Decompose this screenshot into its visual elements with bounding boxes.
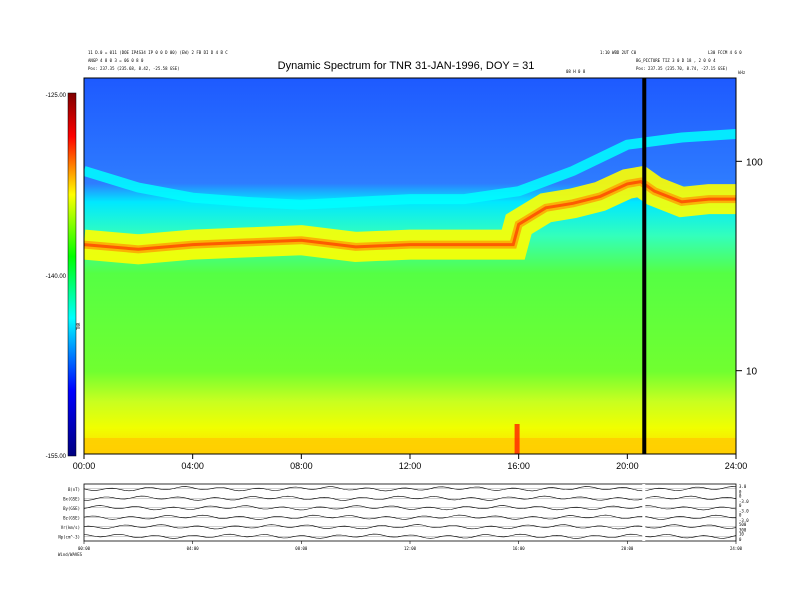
panel-label: By(GSE): [63, 506, 80, 511]
spectrogram: [84, 78, 736, 454]
y-axis-right: 100 10: [736, 157, 763, 378]
header-right-line-3: Pos: 237.35 (235.70, 8.74, -27.15 GSE): [636, 66, 728, 71]
header-right-line-1: 1:10 WBD 2UT C0: [600, 50, 637, 55]
panel-tick: -3.0: [739, 518, 749, 523]
burst-16h: [514, 424, 520, 454]
panel-tick: 0: [739, 494, 742, 499]
panel-label: Bx(GSE): [63, 496, 80, 501]
colorbar-tick-min: -155.00: [46, 454, 67, 460]
panel-tick: 300: [739, 528, 747, 533]
panel-trace: [83, 505, 737, 511]
spectrogram-features: [84, 129, 736, 454]
panel-x-label: 20:00: [621, 546, 634, 551]
panel-tick: 10: [739, 532, 744, 537]
panel-tick: 0: [739, 537, 742, 542]
upper-edge-glow: [84, 129, 736, 210]
header-right: 1:10 WBD 2UT C0 L30 FCCM 4 6 0 BG_PICTUR…: [600, 50, 742, 71]
panel-trace: [83, 495, 737, 501]
colorbar-tick-max: -125.00: [46, 93, 67, 99]
panel-tick: 0: [739, 513, 742, 518]
panel-trace: [83, 486, 737, 492]
colorbar-label: TNR: [76, 322, 81, 330]
panel-tick: 500: [739, 522, 747, 527]
x-tick-label: 04:00: [181, 461, 204, 471]
panel-x-label: 08:00: [295, 546, 308, 551]
marker-label: 08 H 0 8: [566, 69, 586, 74]
low-frequency-band: [84, 438, 736, 454]
header-left: 11 D.0 = 011 (DOE IP4S34 IP 0 0 D 00) (E…: [88, 50, 228, 71]
panel-data-gap: [642, 484, 646, 541]
x-tick-label: 24:00: [725, 461, 748, 471]
panel-x-label: 04:00: [187, 546, 200, 551]
y-tick-label: 100: [746, 157, 763, 168]
panel-trace: [83, 524, 737, 530]
colorbar-tick-mid: -140.00: [46, 274, 67, 280]
panel-frame: [83, 483, 737, 542]
y-tick-label: 10: [746, 367, 758, 378]
panel-x-label: 12:00: [404, 546, 417, 551]
x-axis: 00:00 04:00 08:00 12:00 16:00 20:00 24:00: [73, 454, 748, 471]
parameter-panels: B(nT)3.00Bx(GSE)0-3.0By(GSE)0-3.0Bz(GSE)…: [58, 483, 749, 551]
panel-tick: -3.0: [739, 499, 749, 504]
colorbar: -125.00 -140.00 -155.00 TNR: [46, 92, 81, 460]
panel-tick: 0: [739, 503, 742, 508]
header-right-line-2: BG_PICTURE TIZ 3 0 D 18 , 2 0 0 4: [636, 58, 716, 63]
header-right-extra: L30 FCCM 4 6 0: [708, 50, 742, 55]
footer-label: Wind/WAVES: [58, 552, 83, 557]
header-left-line-2: ANGP 4 8 0 3 = 06 0 8 0: [88, 58, 144, 63]
panel-tick: 3.0: [739, 484, 747, 489]
x-tick-label: 00:00: [73, 461, 96, 471]
spectrogram-background: [84, 78, 736, 454]
x-tick-label: 20:00: [616, 461, 639, 471]
x-tick-label: 16:00: [507, 461, 530, 471]
header-left-line-3: Pos: 237.35 (235.68, 8.42, -25.58 GSE): [88, 66, 180, 71]
panel-x-label: 16:00: [513, 546, 526, 551]
panel-x-label: 00:00: [78, 546, 91, 551]
chart-title: Dynamic Spectrum for TNR 31-JAN-1996, DO…: [278, 60, 535, 72]
header-left-line-1: 11 D.0 = 011 (DOE IP4S34 IP 0 0 D 00) (E…: [88, 50, 228, 55]
x-tick-label: 08:00: [290, 461, 313, 471]
panel-trace: [83, 514, 736, 520]
data-gap: [642, 78, 647, 454]
colorbar-gradient: [67, 92, 77, 457]
x-tick-label: 12:00: [399, 461, 422, 471]
panel-x-label: 24:00: [730, 546, 743, 551]
panel-tick: 0: [739, 490, 742, 495]
panel-label: Vr(km/s): [61, 525, 80, 530]
panel-label: B(nT): [68, 487, 80, 492]
panel-tick: -3.0: [739, 509, 749, 514]
corner-label: kHz: [738, 70, 746, 75]
panel-trace: [83, 533, 737, 539]
panel-label: Np(cm^-3): [58, 534, 80, 539]
panel-label: Bz(GSE): [63, 515, 80, 520]
emission-band-peak: [84, 180, 736, 251]
